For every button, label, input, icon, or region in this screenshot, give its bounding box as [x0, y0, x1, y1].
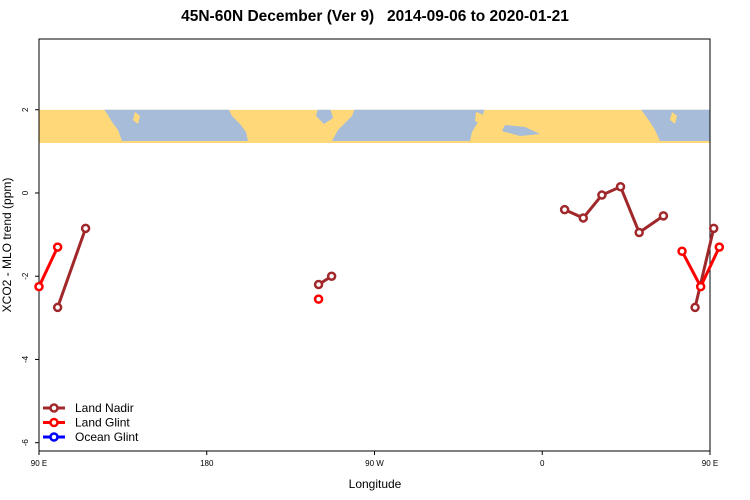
chart-title: 45N-60N December (Ver 9) 2014-09-06 to 2… — [181, 8, 569, 25]
data-point — [634, 227, 644, 238]
data-point — [714, 242, 725, 252]
map-island-japan-east — [670, 112, 677, 124]
data-point — [326, 271, 337, 281]
map-hudson-bay — [316, 109, 333, 124]
map-ocean-pacific — [104, 109, 248, 141]
legend-item: Land Nadir — [43, 401, 134, 415]
y-tick-label: -2 — [21, 272, 30, 280]
legend-item: Land Glint — [43, 416, 130, 430]
map-inland-sea — [502, 125, 540, 136]
legend-marker — [49, 403, 59, 413]
data-point — [313, 294, 324, 304]
y-tick-label: 2 — [21, 107, 30, 112]
data-point — [615, 181, 626, 192]
data-point — [578, 213, 589, 223]
legend-label: Ocean Glint — [75, 430, 139, 444]
data-point — [597, 190, 607, 200]
map-ocean-pacific-east — [641, 109, 710, 141]
data-point — [708, 223, 719, 234]
legend-item: Ocean Glint — [43, 430, 139, 444]
axes: 90 E 180 90 W 0 90 E 2 0 -2 -4 -6 — [21, 107, 718, 468]
series-line — [564, 185, 665, 235]
data-point — [695, 281, 706, 292]
data-point — [34, 281, 44, 292]
legend-marker — [49, 432, 59, 442]
x-tick-label: 90 E — [702, 459, 718, 468]
series-land-nadir — [52, 181, 719, 313]
world-map-strip — [39, 109, 710, 144]
x-axis-title: Longitude — [349, 477, 402, 491]
series-line — [693, 228, 716, 308]
y-axis-title: XCO2 - MLO trend (ppm) — [0, 178, 14, 313]
x-tick-label: 90 E — [31, 459, 47, 468]
x-tick-label: 0 — [540, 459, 545, 468]
legend-label: Land Nadir — [75, 401, 134, 415]
data-point — [52, 242, 63, 252]
series-layer — [34, 181, 725, 313]
data-point — [677, 246, 687, 256]
y-tick-label: -6 — [21, 439, 30, 447]
x-tick-label: 180 — [200, 459, 214, 468]
map-british-isles — [475, 112, 482, 124]
series-line — [56, 227, 88, 308]
y-tick-label: 0 — [21, 190, 30, 195]
plot-frame — [38, 38, 711, 452]
legend-label: Land Glint — [75, 416, 130, 430]
series-line — [37, 246, 59, 288]
map-island-japan — [133, 112, 140, 124]
y-tick-label: -4 — [21, 355, 30, 363]
x-tick-label: 90 W — [365, 459, 384, 468]
data-point — [559, 204, 570, 215]
series-land-glint — [34, 242, 725, 304]
map-ocean-atlantic — [332, 109, 485, 141]
data-point — [658, 211, 669, 221]
data-point — [80, 223, 91, 234]
data-point — [690, 302, 700, 313]
data-point — [313, 279, 324, 290]
data-point — [52, 302, 63, 313]
legend-marker — [49, 417, 59, 428]
